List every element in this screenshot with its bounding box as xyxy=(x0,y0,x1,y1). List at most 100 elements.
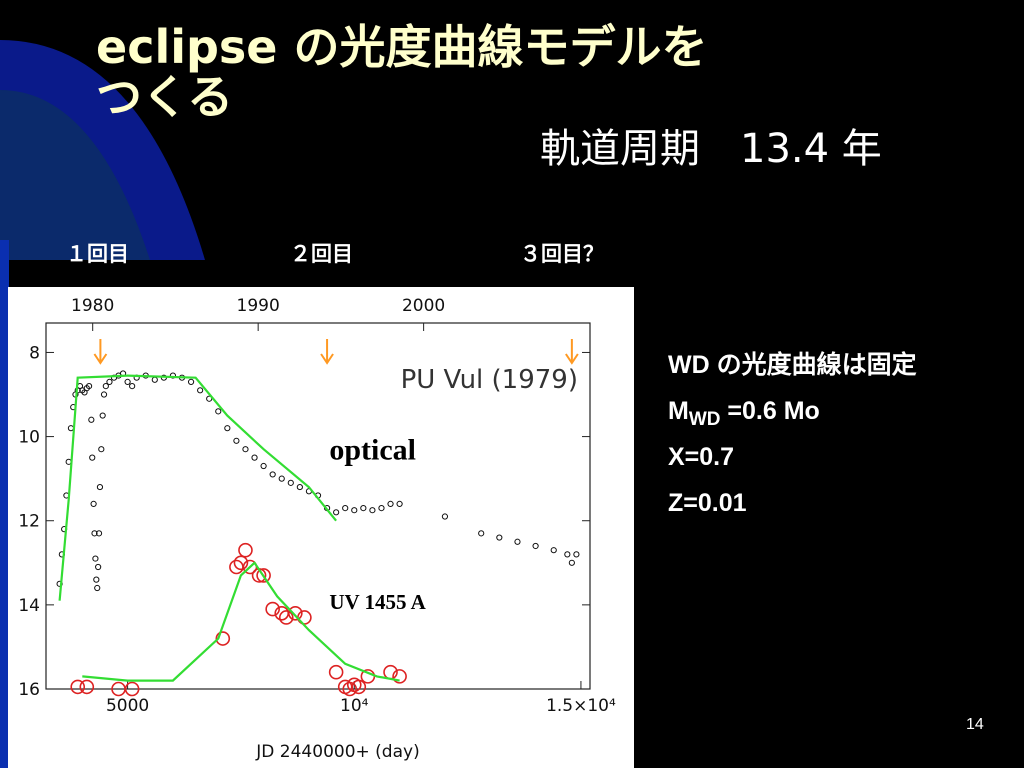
optical-point xyxy=(568,559,575,566)
optical-point xyxy=(224,425,231,432)
uv-point xyxy=(79,679,95,695)
optical-point xyxy=(215,408,222,415)
optical-point xyxy=(124,378,131,385)
light-curve-chart: 8 10 12 14 16 5000 10⁴ 1.5×10⁴ 1980 1990 2000 JD 24… xyxy=(8,287,634,768)
optical-point xyxy=(102,383,109,390)
chart-title: PU Vul (1979) xyxy=(401,365,578,395)
mass-value: =0.6 Mo xyxy=(720,397,820,425)
optical-point xyxy=(98,446,105,453)
optical-point xyxy=(89,454,96,461)
optical-point xyxy=(99,412,106,419)
optical-point xyxy=(187,378,195,385)
x-tick-label: 1.5×10⁴ xyxy=(546,696,616,716)
eclipse-arrowhead xyxy=(320,353,334,365)
optical-model-line xyxy=(58,374,337,601)
uv-point xyxy=(265,601,280,617)
uv-point xyxy=(233,555,249,571)
optical-point xyxy=(96,483,104,491)
uv-point xyxy=(288,605,303,621)
optical-point xyxy=(342,505,349,512)
uv-point xyxy=(124,681,140,697)
optical-point xyxy=(197,387,204,394)
x-tick-label: 5000 xyxy=(106,696,149,716)
optical-point xyxy=(88,416,95,423)
slide-title: eclipse の光度曲線モデルを つくる xyxy=(96,22,708,122)
y-tick-label: 14 xyxy=(18,596,40,616)
optical-point xyxy=(92,555,99,562)
top-tick-label: 1980 xyxy=(71,296,114,316)
optical-point xyxy=(550,547,557,554)
uv-point xyxy=(328,664,344,680)
param-x: X=0.7 xyxy=(668,443,735,471)
uv-point xyxy=(342,681,358,697)
optical-point xyxy=(369,507,376,514)
optical-point xyxy=(564,551,571,558)
optical-point xyxy=(95,530,103,537)
optical-annotation: optical xyxy=(329,434,416,467)
optical-point xyxy=(351,507,358,514)
y-tick-label: 12 xyxy=(18,512,40,532)
eclipse-label-1: １回目 xyxy=(66,242,129,266)
optical-point xyxy=(85,383,93,390)
optical-point xyxy=(106,378,113,385)
optical-point xyxy=(333,509,340,516)
optical-point xyxy=(91,530,98,537)
uv-point xyxy=(70,679,86,695)
mass-subscript: WD xyxy=(688,409,721,430)
optical-point xyxy=(233,437,240,444)
title-line-1: eclipse の光度曲線モデルを xyxy=(96,20,708,74)
title-line-2: つくる xyxy=(96,70,234,124)
x-tick-label: 10⁴ xyxy=(340,696,369,716)
uv-point xyxy=(278,610,294,625)
y-tick-label: 16 xyxy=(18,680,40,700)
param-wd-fixed: WD の光度曲線は固定 xyxy=(668,351,917,379)
optical-point xyxy=(269,471,276,478)
optical-point xyxy=(129,383,136,390)
eclipse-arrowhead xyxy=(565,353,579,365)
optical-point xyxy=(242,446,249,453)
param-mass: MWD =0.6 Mo xyxy=(668,388,917,434)
optical-point xyxy=(514,538,521,545)
y-tick-label: 8 xyxy=(29,343,40,363)
optical-point xyxy=(287,479,294,486)
optical-point xyxy=(478,530,485,537)
uv-point xyxy=(351,679,367,695)
model-parameters: WD の光度曲線は固定 MWD =0.6 Mo X=0.7 Z=0.01 xyxy=(668,342,917,526)
orbital-period: 軌道周期 13.4 年 xyxy=(540,126,882,172)
uv-annotation: UV 1455 A xyxy=(329,590,426,614)
uv-point xyxy=(256,568,271,583)
uv-point xyxy=(215,631,231,646)
plot-frame xyxy=(45,322,591,690)
uv-point xyxy=(392,669,407,684)
param-z: Z=0.01 xyxy=(668,489,747,517)
page-number: 14 xyxy=(966,716,984,733)
x-axis-label: JD 2440000+ (day) xyxy=(255,742,419,762)
optical-point xyxy=(573,551,580,558)
left-edge-band xyxy=(0,240,9,768)
uv-model-line xyxy=(82,561,400,682)
top-tick-label: 1990 xyxy=(237,296,280,316)
optical-point xyxy=(378,505,385,512)
optical-point xyxy=(396,500,403,507)
optical-point xyxy=(260,462,267,470)
eclipse-label-2: ２回目 xyxy=(290,242,353,266)
mass-prefix: M xyxy=(668,397,689,425)
optical-point xyxy=(169,372,177,379)
optical-point xyxy=(387,500,394,507)
optical-point xyxy=(93,576,100,583)
optical-point xyxy=(95,563,102,571)
eclipse-arrowhead xyxy=(93,353,108,365)
optical-point xyxy=(360,505,367,512)
optical-point xyxy=(100,391,108,398)
eclipse-label-3: ３回目？ xyxy=(520,242,604,266)
corner-decoration xyxy=(0,40,205,260)
optical-point xyxy=(441,513,449,520)
optical-point xyxy=(94,584,101,592)
optical-point xyxy=(251,454,258,461)
top-tick-label: 2000 xyxy=(402,296,445,316)
y-tick-label: 10 xyxy=(18,428,40,448)
optical-point xyxy=(496,534,503,541)
uv-point xyxy=(238,542,253,558)
optical-point xyxy=(296,483,303,491)
optical-point xyxy=(532,542,539,550)
